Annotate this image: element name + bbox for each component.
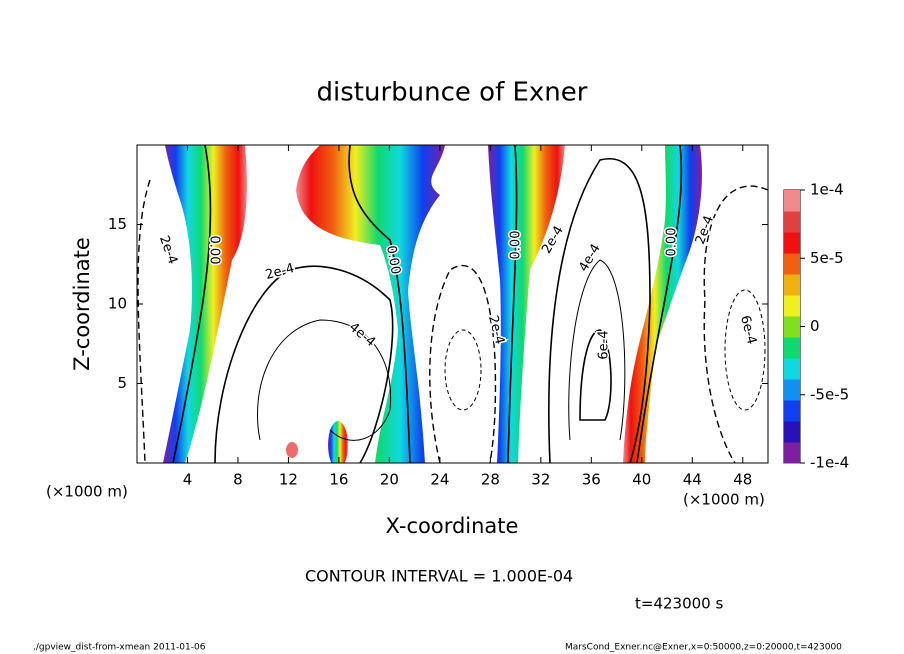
x-unit-label: (×1000 m): [683, 491, 765, 509]
colorbar-tick-label: -5e-5: [810, 385, 849, 403]
colorbar-tick-label: 0: [810, 317, 820, 335]
footer-right: MarsCond_Exner.nc@Exner,x=0:50000,z=0:20…: [565, 643, 842, 653]
contour-label: 0.00: [383, 244, 403, 275]
contour-label: 6e-4: [597, 330, 612, 359]
colorbar-segment: [784, 421, 800, 443]
y-tick-label: 5: [117, 374, 127, 392]
colorbar-segment: [784, 253, 800, 275]
colorbar-segment: [784, 211, 800, 233]
contour-label: 6e-4: [737, 314, 759, 346]
colorbar-segment: [784, 400, 800, 422]
colorbar-segment: [784, 316, 800, 338]
footer-left: ./gpview_dist-from-xmean 2011-01-06: [33, 643, 206, 653]
x-tick-label: 32: [531, 471, 550, 489]
colorbar-segment: [784, 442, 800, 464]
shaded-band: [286, 442, 298, 458]
colorbar-tick-label: 5e-5: [810, 249, 844, 267]
x-tick-label: 16: [329, 471, 348, 489]
shaded-band: [488, 145, 565, 463]
x-tick-label: 48: [733, 471, 752, 489]
x-unit-label: (×1000 m): [46, 483, 128, 501]
contour-label: 2e-4: [264, 261, 296, 283]
colorbar-segment: [784, 379, 800, 401]
colorbar-segment: [784, 358, 800, 380]
colorbar-segment: [784, 232, 800, 254]
y-tick-label: 10: [108, 295, 127, 313]
colorbar-tick-label: -1e-4: [810, 454, 849, 472]
colorbar-segment: [784, 190, 800, 212]
colorbar-segment: [784, 295, 800, 317]
colorbar-segment: [784, 337, 800, 359]
x-tick-label: 36: [582, 471, 601, 489]
x-tick-label: 8: [233, 471, 243, 489]
annotation: CONTOUR INTERVAL = 1.000E-04: [305, 567, 573, 586]
contour-label: 4e-4: [346, 320, 378, 350]
contour-label: 2e-4: [156, 234, 180, 267]
annotation: t=423000 s: [635, 595, 723, 613]
x-tick-label: 24: [430, 471, 449, 489]
contour-label: 0.00: [509, 231, 524, 260]
chart-title: disturbunce of Exner: [317, 78, 588, 108]
contour-label: 4e-4: [576, 242, 604, 275]
x-axis-label: X-coordinate: [386, 514, 519, 538]
colorbar-tick-label: 1e-4: [810, 181, 844, 199]
x-tick-label: 28: [481, 471, 500, 489]
x-tick-label: 12: [279, 471, 298, 489]
contour-lines: [137, 145, 768, 463]
x-tick-label: 4: [183, 471, 193, 489]
shaded-band: [328, 421, 348, 463]
x-tick-label: 44: [683, 471, 702, 489]
shaded-band: [296, 145, 445, 463]
shaded-band: [163, 145, 247, 463]
x-tick-label: 20: [380, 471, 399, 489]
shaded-band: [623, 145, 702, 463]
y-axis-label: Z-coordinate: [70, 237, 94, 371]
y-tick-label: 15: [108, 215, 127, 233]
colorbar-segment: [784, 274, 800, 296]
x-tick-label: 40: [632, 471, 651, 489]
contour-label: 0.00: [665, 228, 680, 257]
contour-label: 0.00: [207, 236, 222, 265]
